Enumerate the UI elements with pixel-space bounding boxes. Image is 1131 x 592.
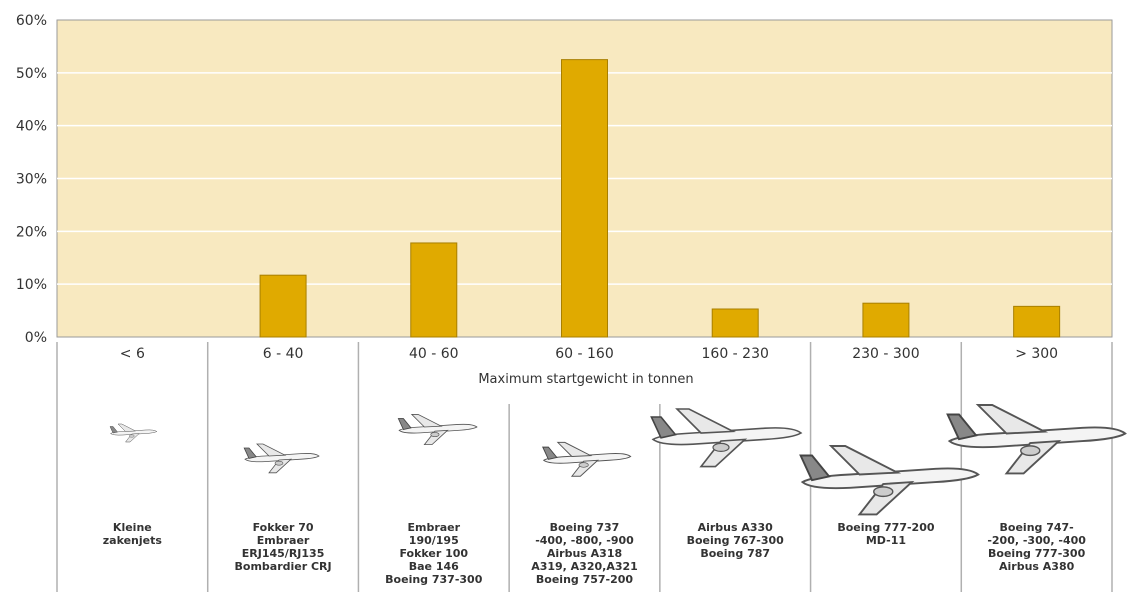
x-tick-label: < 6: [120, 346, 145, 362]
x-axis-label: Maximum startgewicht in tonnen: [478, 372, 693, 387]
airplane-icon: [241, 436, 321, 480]
airplane-icon: [793, 427, 983, 526]
bar: [259, 274, 307, 338]
x-tick-label: 60 - 160: [555, 346, 614, 362]
aircraft-models: Boeing 737 -400, -800, -900 Airbus A318 …: [531, 521, 638, 586]
bar: [561, 59, 608, 338]
x-tick-label: 230 - 300: [852, 346, 919, 362]
airplane-icon: [395, 406, 479, 452]
bar: [862, 302, 910, 338]
x-tick-label: > 300: [1015, 346, 1058, 362]
y-tick-label: 30%: [16, 172, 47, 188]
bar: [410, 242, 458, 338]
bar: [711, 308, 759, 338]
y-tick-label: 50%: [16, 66, 47, 82]
aircraft-models: Kleine zakenjets: [102, 521, 162, 547]
y-tick-label: 40%: [16, 119, 47, 135]
x-axis-categories: < 6 6 - 40 40 - 60 60 - 160 160 - 230 230 - 3…: [120, 346, 1058, 362]
airplane-icon: [108, 419, 158, 448]
y-tick-label: 10%: [16, 277, 47, 293]
airplane-icon: [645, 393, 805, 477]
aircraft-models: Boeing 777-200 MD-11: [837, 521, 935, 547]
y-tick-label: 60%: [16, 13, 47, 29]
y-axis-ticks: 0% 10% 20% 30% 40% 50% 60%: [16, 13, 47, 346]
y-tick-label: 0%: [25, 330, 47, 346]
aircraft-models: Embraer 190/195 Fokker 100 Bae 146 Boein…: [385, 521, 483, 586]
y-tick-label: 20%: [16, 224, 47, 240]
x-tick-label: 160 - 230: [702, 346, 769, 362]
airplane-icon: [940, 386, 1130, 485]
aircraft-models: Boeing 747- -200, -300, -400 Boeing 777-…: [987, 521, 1086, 573]
bar: [1013, 305, 1061, 338]
bars: [259, 59, 1061, 338]
x-tick-label: 6 - 40: [263, 346, 304, 362]
aircraft-models: Airbus A330 Boeing 767-300 Boeing 787: [686, 521, 784, 560]
airplane-icon: [539, 433, 633, 484]
x-tick-label: 40 - 60: [409, 346, 459, 362]
aircraft-models: Fokker 70 Embraer ERJ145/RJ135 Bombardie…: [234, 521, 332, 573]
